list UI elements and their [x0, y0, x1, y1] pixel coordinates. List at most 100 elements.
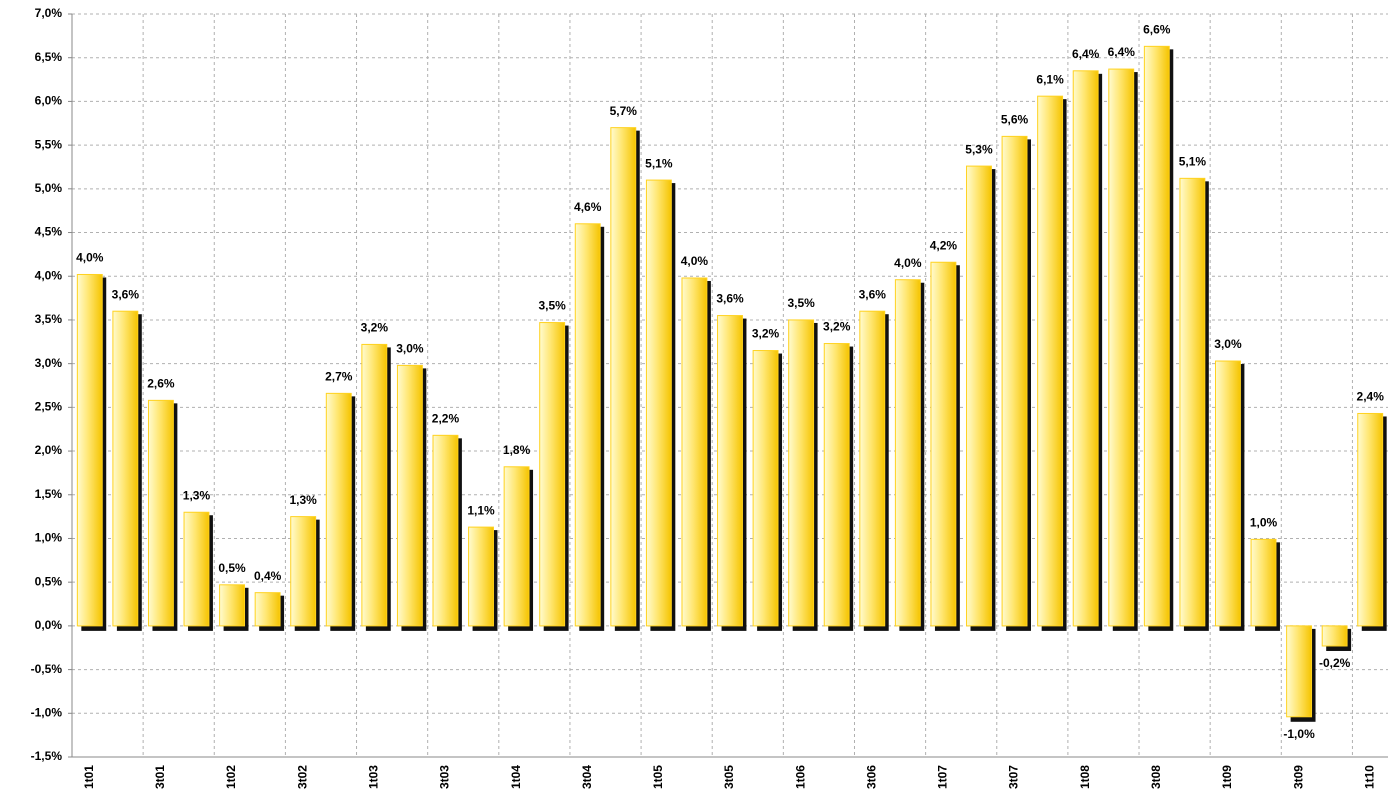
bar	[254, 592, 281, 627]
y-tick-label: -1,5%	[31, 749, 63, 763]
bar	[325, 392, 352, 627]
bar	[219, 584, 246, 627]
y-tick-label: 3,0%	[35, 356, 63, 370]
data-label: 3,2%	[752, 327, 780, 341]
x-tick-label: 1t06	[793, 765, 807, 789]
y-tick-label: 5,5%	[35, 137, 63, 151]
bar	[432, 434, 459, 627]
bar	[859, 310, 886, 627]
x-tick-label: 1t10	[1362, 765, 1376, 789]
x-tick-label: 3t01	[153, 765, 167, 789]
y-tick-label: 6,0%	[35, 94, 63, 108]
data-label: 4,0%	[681, 254, 709, 268]
data-label: 1,8%	[503, 443, 531, 457]
data-label: 3,0%	[396, 342, 424, 356]
data-label: 3,6%	[716, 292, 744, 306]
data-label: 5,1%	[645, 156, 673, 170]
bar	[1321, 625, 1348, 647]
x-tick-label: 1t08	[1078, 765, 1092, 789]
bar	[147, 399, 174, 627]
y-tick-label: 5,0%	[35, 181, 63, 195]
data-label: 6,4%	[1108, 45, 1136, 59]
x-tick-label: 3t02	[295, 765, 309, 789]
bar	[1250, 538, 1277, 627]
y-tick-label: 2,0%	[35, 443, 63, 457]
y-tick-label: -0,5%	[31, 662, 63, 676]
data-label: 4,0%	[76, 251, 104, 265]
data-label: 2,7%	[325, 370, 353, 384]
data-label: -1,0%	[1283, 727, 1315, 741]
data-label: 2,4%	[1357, 390, 1385, 404]
y-tick-label: 1,0%	[35, 531, 63, 545]
bar	[574, 223, 601, 627]
y-tick-label: 4,5%	[35, 225, 63, 239]
data-label: 4,6%	[574, 200, 602, 214]
bar	[183, 511, 210, 627]
bar	[930, 261, 957, 627]
x-tick-label: 1t02	[224, 765, 238, 789]
data-label: 6,6%	[1143, 23, 1171, 37]
data-label: 1,3%	[183, 488, 211, 502]
bar	[1286, 625, 1313, 718]
x-tick-label: 3t09	[1291, 765, 1305, 789]
y-tick-label: 1,5%	[35, 487, 63, 501]
data-label: 3,6%	[859, 287, 887, 301]
data-label: -0,2%	[1319, 656, 1351, 670]
x-tick-label: 1t01	[82, 765, 96, 789]
bar	[717, 315, 743, 627]
y-tick-label: 6,5%	[35, 50, 63, 64]
data-label: 0,4%	[254, 569, 282, 583]
y-tick-label: 2,5%	[35, 400, 63, 414]
bar	[645, 179, 672, 627]
x-tick-label: 1t09	[1220, 765, 1234, 789]
bar	[76, 273, 103, 627]
data-label: 6,1%	[1036, 72, 1064, 86]
x-tick-label: 1t03	[366, 765, 380, 789]
y-tick-label: 4,0%	[35, 268, 63, 282]
data-label: 3,5%	[787, 296, 815, 310]
data-label: 1,0%	[1250, 516, 1278, 530]
bar	[1072, 70, 1099, 627]
bar	[468, 526, 494, 627]
data-label: 5,1%	[1179, 155, 1207, 169]
bar	[610, 127, 637, 627]
bar	[290, 516, 317, 627]
data-label: 2,2%	[432, 411, 460, 425]
data-label: 5,7%	[610, 104, 638, 118]
data-label: 5,3%	[965, 142, 993, 156]
x-tick-label: 3t05	[722, 765, 736, 789]
x-tick-label: 3t08	[1149, 765, 1163, 789]
bar	[788, 319, 815, 627]
bar	[1108, 68, 1135, 627]
x-tick-label: 3t04	[580, 765, 594, 789]
bar	[503, 466, 530, 627]
data-label: 4,0%	[894, 256, 922, 270]
data-label: 3,6%	[112, 287, 140, 301]
bar	[823, 343, 850, 627]
data-label: 3,2%	[361, 321, 389, 335]
y-tick-label: 0,0%	[35, 618, 63, 632]
y-tick-label: 0,5%	[35, 574, 63, 588]
bar	[966, 165, 992, 627]
x-tick-label: 1t07	[936, 765, 950, 789]
x-tick-label: 3t06	[864, 765, 878, 789]
x-tick-label: 3t07	[1007, 765, 1021, 789]
bar	[1214, 360, 1241, 627]
x-tick-label: 3t03	[438, 765, 452, 789]
bar	[112, 310, 139, 627]
bar	[539, 322, 566, 627]
data-label: 5,6%	[1001, 113, 1029, 127]
bar	[752, 350, 779, 627]
bar	[1143, 45, 1170, 627]
bar	[894, 279, 921, 627]
data-label: 0,5%	[218, 561, 246, 575]
y-tick-label: 7,0%	[35, 6, 63, 20]
data-label: 3,2%	[823, 320, 851, 334]
x-tick-label: 1t05	[651, 765, 665, 789]
data-label: 3,0%	[1214, 337, 1242, 351]
bar	[396, 364, 423, 627]
bar	[1179, 177, 1206, 627]
data-label: 4,2%	[930, 238, 958, 252]
data-label: 2,6%	[147, 377, 175, 391]
